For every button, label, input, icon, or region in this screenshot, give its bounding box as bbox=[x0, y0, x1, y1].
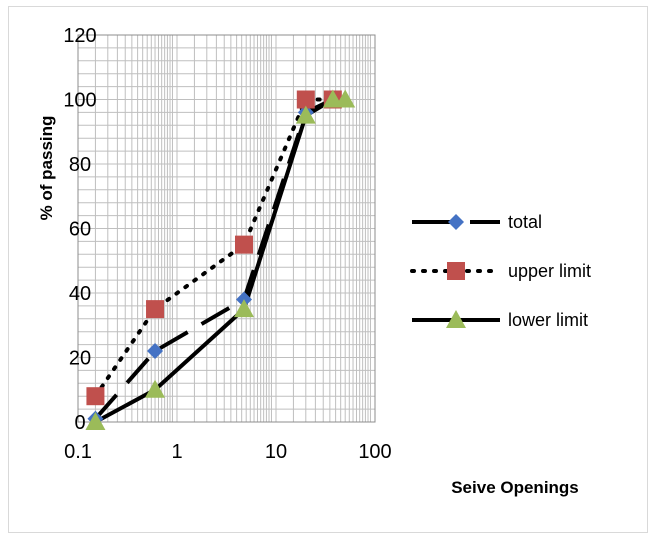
y-axis-title: % of passing bbox=[37, 116, 56, 221]
x-tick-label-1: 1 bbox=[171, 441, 182, 463]
y-tick-label-0: 0 bbox=[74, 412, 85, 434]
marker-lower-limit-0 bbox=[85, 412, 106, 430]
marker-lower-limit-3 bbox=[295, 105, 316, 124]
y-tick-label-2: 40 bbox=[69, 283, 91, 305]
marker-upper-limit-2 bbox=[234, 235, 253, 254]
y-axis-ticks: 0 20 40 60 80 100 120 bbox=[63, 25, 96, 434]
plot-area-border bbox=[77, 34, 376, 423]
x-axis-ticks: 0.1 1 10 100 bbox=[64, 441, 392, 463]
x-tick-label-2: 10 bbox=[265, 441, 287, 463]
legend-marker-2 bbox=[446, 310, 466, 328]
y-tick-label-4: 80 bbox=[69, 154, 91, 176]
y-tick-label-6: 120 bbox=[63, 25, 96, 47]
marker-total-1 bbox=[147, 343, 164, 360]
series-lines bbox=[93, 97, 346, 424]
series-markers bbox=[85, 89, 356, 430]
marker-upper-limit-1 bbox=[146, 300, 165, 319]
legend-label-2: lower limit bbox=[508, 310, 588, 330]
marker-upper-limit-3 bbox=[296, 90, 315, 109]
marker-lower-limit-1 bbox=[145, 379, 166, 398]
plot-border bbox=[77, 34, 376, 423]
marker-lower-limit-2 bbox=[233, 299, 254, 318]
legend-label-0: total bbox=[508, 212, 542, 232]
marker-upper-limit-0 bbox=[86, 387, 105, 406]
chart-frame bbox=[8, 6, 648, 533]
legend-marker-0 bbox=[448, 214, 464, 230]
x-tick-label-0: 0.1 bbox=[64, 441, 92, 463]
y-tick-label-5: 100 bbox=[63, 90, 96, 112]
legend-label-1: upper limit bbox=[508, 261, 591, 281]
x-axis-title: Seive Openings bbox=[451, 478, 579, 497]
y-tick-label-1: 20 bbox=[69, 348, 91, 370]
y-tick-label-3: 60 bbox=[69, 219, 91, 241]
marker-lower-limit-5 bbox=[335, 89, 356, 108]
legend-marker-1 bbox=[447, 262, 465, 280]
legend: total upper limit lower limit bbox=[410, 212, 591, 330]
x-tick-label-3: 100 bbox=[358, 441, 391, 463]
